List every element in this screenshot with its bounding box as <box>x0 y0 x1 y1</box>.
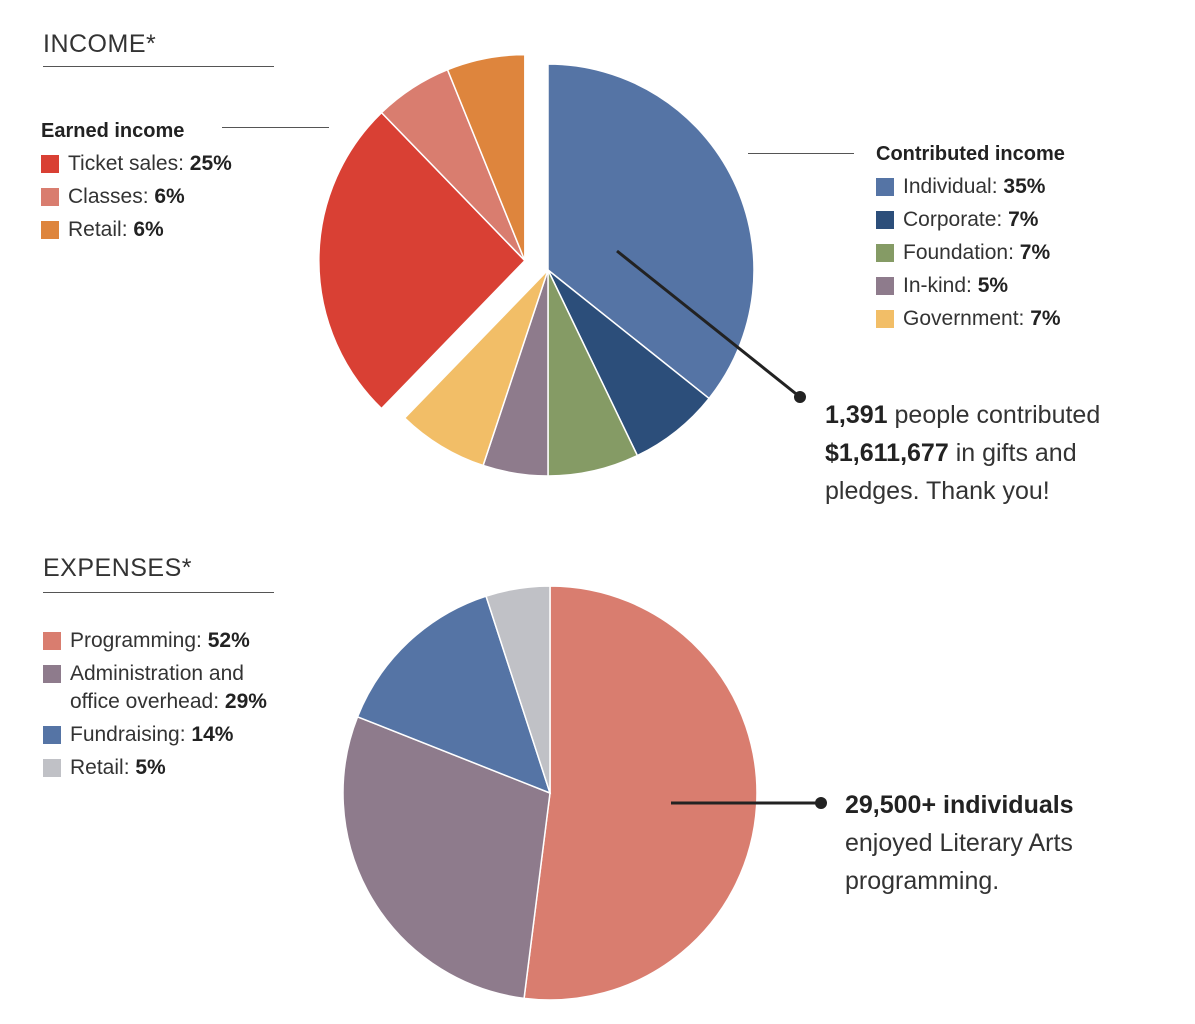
legend-value: 7% <box>1030 307 1061 330</box>
expenses-callout-pointer-dot <box>815 797 827 809</box>
contributors-count: 1,391 <box>825 401 888 429</box>
legend-text: Individual: 35% <box>903 173 1045 201</box>
earned-income-leader-line <box>222 127 329 128</box>
legend-swatch <box>876 178 894 196</box>
contribution-amount: $1,611,677 <box>825 439 949 467</box>
legend-value: 52% <box>207 629 250 652</box>
legend-text: Fundraising: 14% <box>70 721 233 749</box>
income-title: INCOME* <box>43 30 157 58</box>
legend-value: 7% <box>1019 241 1051 264</box>
legend-text: Foundation: 7% <box>903 239 1050 267</box>
income-pie-chart <box>318 53 755 477</box>
legend-value: 6% <box>154 185 185 208</box>
callout-text: pledges. Thank you! <box>825 477 1050 505</box>
legend-label: Foundation: <box>903 241 1014 264</box>
legend-text: Corporate: 7% <box>903 206 1038 234</box>
legend-swatch <box>43 632 61 650</box>
attendance-count: 29,500+ individuals <box>845 791 1074 819</box>
expenses-legend: Programming: 52% Administration and offic… <box>43 627 267 787</box>
contributed-income-heading: Contributed income <box>876 143 1065 165</box>
callout-text: people contributed <box>887 401 1101 429</box>
income-callout-pointer-line <box>616 249 801 399</box>
legend-label: Programming: <box>70 629 202 652</box>
legend-value: 5% <box>135 756 166 779</box>
income-title-rule <box>43 66 274 67</box>
legend-text: Administration and office overhead: 29% <box>70 660 267 716</box>
legend-label: Retail: <box>68 218 128 241</box>
pie-slice-administration-and-office-overhead <box>342 715 551 1000</box>
earned-income-heading: Earned income <box>41 120 185 142</box>
expenses-pie-chart <box>342 585 758 1001</box>
legend-item-contributed-corporate: Corporate: 7% <box>876 206 1065 234</box>
pie-slice-retail <box>485 585 551 794</box>
legend-text: In-kind: 5% <box>903 272 1008 300</box>
legend-swatch <box>41 155 59 173</box>
legend-item-contributed-individual: Individual: 35% <box>876 173 1065 201</box>
pie-slice-programming <box>523 585 758 1001</box>
expenses-title: EXPENSES* <box>43 554 193 582</box>
legend-label: Corporate: <box>903 208 1003 231</box>
legend-label: Administration and office overhead: <box>70 662 244 713</box>
legend-value: 35% <box>1003 175 1046 198</box>
legend-item-expense-retail: Retail: 5% <box>43 754 267 782</box>
legend-text: Classes: 6% <box>68 183 185 211</box>
legend-label: Government: <box>903 307 1025 330</box>
legend-item-expense-administration-and-office-overhead: Administration and office overhead: 29% <box>43 660 267 716</box>
legend-swatch <box>876 244 894 262</box>
legend-value: 14% <box>191 723 234 746</box>
legend-swatch <box>43 726 61 744</box>
legend-value: 7% <box>1008 208 1039 231</box>
legend-item-expense-fundraising: Fundraising: 14% <box>43 721 267 749</box>
legend-value: 5% <box>977 274 1009 297</box>
expenses-callout: 29,500+ individuals enjoyed Literary Art… <box>845 786 1074 900</box>
legend-swatch <box>876 277 894 295</box>
contributed-income-leader-line <box>748 153 854 154</box>
legend-item-earned-retail: Retail: 6% <box>41 216 232 244</box>
pie-slice-retail <box>446 53 526 261</box>
legend-swatch <box>41 221 59 239</box>
legend-text: Retail: 5% <box>70 754 166 782</box>
legend-label: Ticket sales: <box>68 152 184 175</box>
legend-text: Government: 7% <box>903 305 1061 333</box>
legend-item-expense-programming: Programming: 52% <box>43 627 267 655</box>
pie-slice-ticket-sales <box>318 111 526 410</box>
pie-slice-government <box>403 269 549 467</box>
legend-item-earned-ticket-sales: Ticket sales: 25% <box>41 150 232 178</box>
expenses-title-rule <box>43 592 274 593</box>
pie-slice-individual <box>547 63 755 400</box>
legend-item-earned-classes: Classes: 6% <box>41 183 232 211</box>
legend-label: Retail: <box>70 756 130 779</box>
legend-text: Ticket sales: 25% <box>68 150 232 178</box>
income-callout-pointer-dot <box>794 391 806 403</box>
legend-label: Classes: <box>68 185 149 208</box>
legend-item-contributed-foundation: Foundation: 7% <box>876 239 1065 267</box>
legend-label: Fundraising: <box>70 723 186 746</box>
contributed-income-legend: Contributed income Individual: 35% Corpor… <box>876 141 1065 338</box>
legend-label: In-kind: <box>903 274 972 297</box>
legend-swatch <box>41 188 59 206</box>
callout-text: enjoyed Literary Arts <box>845 829 1073 857</box>
legend-swatch <box>876 211 894 229</box>
legend-swatch <box>43 665 61 683</box>
legend-item-contributed-government: Government: 7% <box>876 305 1065 333</box>
legend-text: Retail: 6% <box>68 216 164 244</box>
legend-value: 25% <box>189 152 232 175</box>
earned-income-legend: Earned income Ticket sales: 25% Classes: … <box>41 118 232 249</box>
legend-swatch <box>43 759 61 777</box>
legend-label: Individual: <box>903 175 998 198</box>
legend-swatch <box>876 310 894 328</box>
callout-pointers <box>616 249 827 809</box>
legend-value: 29% <box>224 690 267 713</box>
legend-item-contributed-in-kind: In-kind: 5% <box>876 272 1065 300</box>
callout-text: programming. <box>845 867 1000 895</box>
legend-value: 6% <box>133 218 164 241</box>
income-callout: 1,391 people contributed $1,611,677 in g… <box>825 396 1100 510</box>
legend-text: Programming: 52% <box>70 627 250 655</box>
callout-text: in gifts and <box>948 439 1077 467</box>
